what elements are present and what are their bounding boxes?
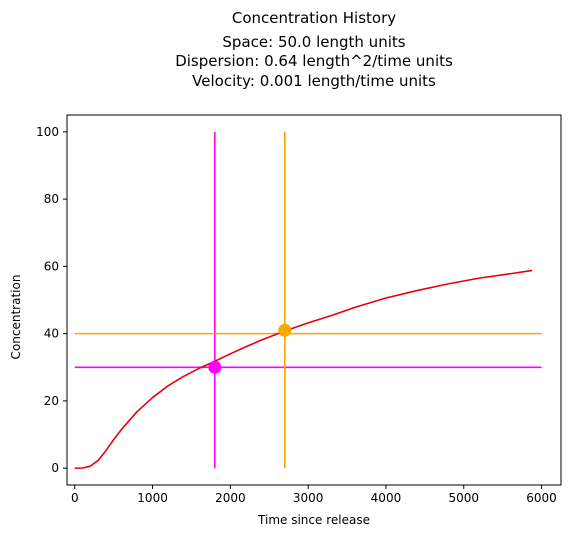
- y-tick-label: 60: [44, 259, 59, 273]
- axes: 0 1000 2000 3000 4000 5000 6000 0 20 40 60 80 100: [36, 114, 562, 505]
- chart-title: Concentration History Space: 50.0 length…: [175, 9, 453, 90]
- plot-area: [74, 131, 542, 469]
- y-tick-label: 20: [44, 394, 59, 408]
- x-axis-label: Time since release: [257, 513, 370, 527]
- x-tick-label: 5000: [448, 491, 479, 505]
- y-tick-label: 80: [44, 192, 59, 206]
- title-line-3: Dispersion: 0.64 length^2/time units: [175, 52, 453, 70]
- x-tick-label: 3000: [293, 491, 324, 505]
- y-tick-label: 0: [51, 461, 59, 475]
- y-tick-label: 40: [44, 327, 59, 341]
- x-tick-label: 0: [71, 491, 79, 505]
- x-tick-label: 6000: [526, 491, 557, 505]
- concentration-curve: [74, 269, 533, 469]
- x-tick-label: 2000: [215, 491, 246, 505]
- x-tick-label: 1000: [137, 491, 168, 505]
- y-axis-label: Concentration: [9, 275, 23, 360]
- title-line-1: Concentration History: [232, 9, 396, 27]
- x-tick-label: 4000: [371, 491, 402, 505]
- axes-frame: [66, 114, 562, 486]
- marker-point-1: [208, 360, 222, 374]
- marker-point-2: [278, 323, 292, 337]
- title-line-2: Space: 50.0 length units: [222, 33, 405, 51]
- title-line-4: Velocity: 0.001 length/time units: [192, 72, 436, 90]
- y-tick-label: 100: [36, 125, 59, 139]
